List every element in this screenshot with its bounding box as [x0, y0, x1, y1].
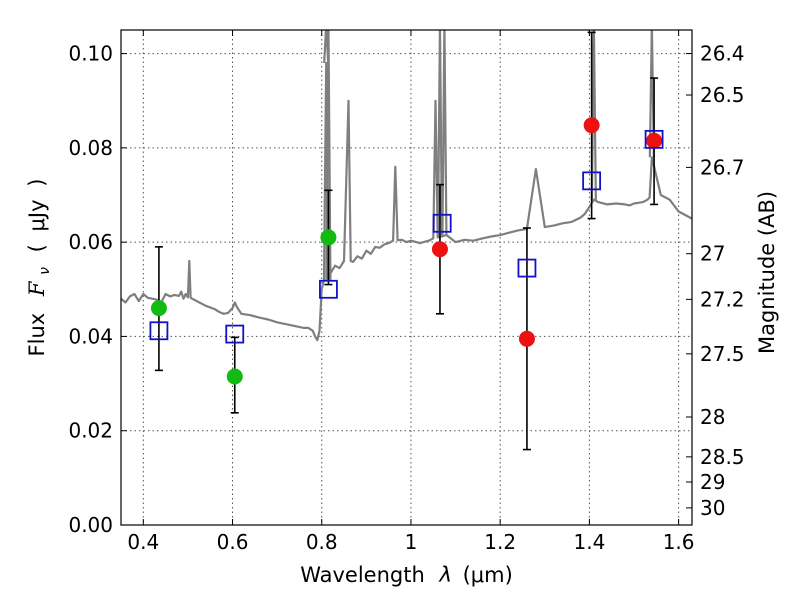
- y-tick-label: 0.00: [68, 513, 113, 537]
- mag-tick-label: 26.4: [700, 42, 745, 66]
- data-point: [518, 330, 535, 347]
- model-photometry-square: [319, 279, 338, 299]
- x-tick-label: 0.6: [217, 530, 249, 554]
- model-photometry-square: [582, 171, 602, 191]
- y-axis-label-unit-close: ): [25, 179, 49, 187]
- mag-tick-label: 30: [700, 496, 725, 520]
- x-tick-label: 1.6: [663, 530, 695, 554]
- x-axis-label-prefix: Wavelength: [300, 563, 425, 587]
- plot-frame: [120, 29, 693, 526]
- y-tick-label: 0.04: [68, 324, 113, 348]
- spectrum-emission-line: [648, 30, 655, 158]
- x-tick-label: 1: [405, 530, 418, 554]
- x-axis-label: Wavelength λ (μm): [300, 563, 513, 587]
- data-point: [646, 132, 663, 149]
- mag-tick-label: 26.7: [700, 155, 745, 179]
- x-tick-label: 1.2: [484, 530, 516, 554]
- x-tick-label: 0.4: [127, 530, 159, 554]
- axis-ticks: 0.4 0.6 0.8 1 1.2 1.4 1.6 0.00 0.02 0.04 0.06 0.08 0…: [68, 30, 745, 554]
- mag-tick-label: 28.5: [700, 445, 745, 469]
- mag-tick-label: 29: [700, 470, 725, 494]
- data-point: [150, 300, 167, 317]
- y-axis-label-prefix: Flux: [25, 313, 49, 357]
- grid: [121, 30, 692, 525]
- y-tick-label: 0.08: [68, 136, 113, 160]
- y-tick-label: 0.06: [68, 230, 113, 254]
- spectrum-line: [121, 61, 692, 342]
- spectrum-emission-line: [325, 30, 332, 280]
- y-tick-label: 0.02: [68, 419, 113, 443]
- y-tick-label: 0.10: [68, 42, 113, 66]
- model-photometry-square: [644, 129, 664, 149]
- y-axis-label-symbol: F: [25, 280, 49, 297]
- model-photometry-square: [517, 258, 537, 278]
- mag-tick-label: 26.5: [700, 83, 745, 107]
- x-axis-label-symbol: λ: [438, 563, 451, 587]
- x-tick-label: 0.8: [306, 530, 338, 554]
- data-point: [583, 117, 600, 134]
- mag-tick-label: 27.5: [700, 342, 745, 366]
- y-axis-label-unit: μJy: [25, 199, 49, 231]
- model-photometry-square: [149, 321, 169, 341]
- model-spectrum: [121, 30, 692, 342]
- spectrum-emission-line: [436, 30, 444, 238]
- model-photometry-square: [432, 213, 452, 233]
- y-axis-label-subscript: ν: [37, 267, 53, 275]
- y-axis-label: Flux F ν ( μJy ): [25, 179, 54, 357]
- model-photometry-square: [225, 324, 245, 344]
- spectrum-emission-line: [441, 30, 448, 236]
- y-axis-label-unit-open: (: [25, 244, 49, 252]
- mag-tick-label: 27: [700, 242, 725, 266]
- spectrum-emission-line: [590, 30, 597, 200]
- x-tick-label: 1.4: [573, 530, 605, 554]
- x-axis-label-unit: (μm): [463, 563, 513, 587]
- data-point: [320, 229, 337, 246]
- mag-tick-label: 28: [700, 405, 725, 429]
- data-point: [431, 241, 448, 258]
- y2-axis-label: Magnitude (AB): [755, 191, 779, 354]
- data-point: [226, 368, 243, 385]
- data-markers: [149, 117, 664, 385]
- mag-tick-label: 27.2: [700, 287, 745, 311]
